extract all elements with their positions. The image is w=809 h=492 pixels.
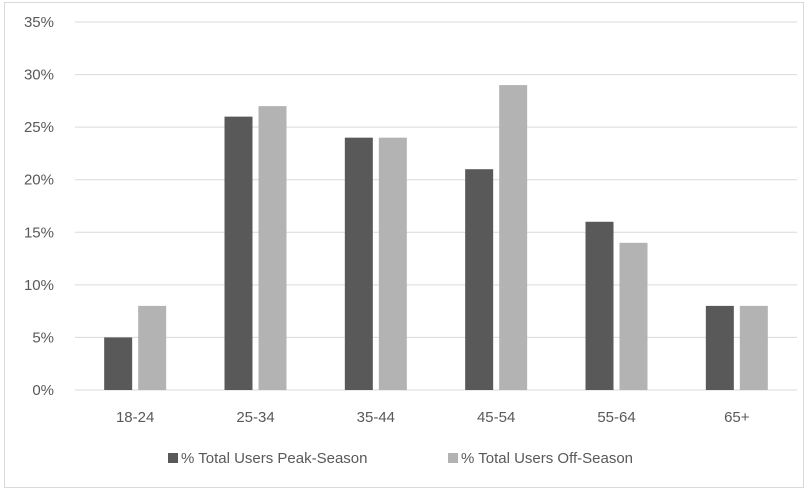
- bar-off-season-35-44: [378, 137, 407, 390]
- bar-off-season-55-64: [619, 242, 648, 390]
- y-tick-label: 20%: [24, 172, 54, 189]
- legend-label: % Total Users Off-Season: [461, 450, 633, 467]
- y-axis-tick-labels: 0% 5% 10% 15% 20% 25% 30% 35%: [24, 14, 54, 399]
- legend-item: % Total Users Off-Season: [448, 450, 633, 467]
- legend-swatch: [168, 453, 178, 463]
- y-tick-label: 15%: [24, 224, 54, 241]
- gridlines: [75, 21, 797, 391]
- x-tick-label: 65+: [724, 409, 750, 426]
- legend: % Total Users Peak-Season % Total Users O…: [168, 450, 633, 467]
- x-tick-label: 35-44: [357, 409, 395, 426]
- bar-off-season-25-34: [258, 106, 287, 390]
- legend-swatch: [448, 453, 458, 463]
- x-tick-label: 45-54: [477, 409, 515, 426]
- bar-peak-season-18-24: [104, 337, 133, 390]
- bar-peak-season-35-44: [344, 137, 373, 390]
- y-tick-label: 30%: [24, 67, 54, 84]
- legend-label: % Total Users Peak-Season: [181, 450, 367, 467]
- x-axis-tick-labels: 18-24 25-34 35-44 45-54 55-64 65+: [116, 409, 750, 426]
- bar-peak-season-25-34: [224, 116, 253, 390]
- bar-peak-season-45-54: [465, 169, 494, 390]
- bar-off-season-65+: [739, 305, 768, 390]
- x-tick-label: 18-24: [116, 409, 154, 426]
- y-tick-label: 35%: [24, 14, 54, 31]
- bar-off-season-18-24: [138, 305, 167, 390]
- bar-peak-season-65+: [705, 305, 734, 390]
- x-tick-label: 55-64: [597, 409, 635, 426]
- y-tick-label: 0%: [32, 382, 54, 399]
- legend-item: % Total Users Peak-Season: [168, 450, 367, 467]
- y-tick-label: 25%: [24, 119, 54, 136]
- bar-peak-season-55-64: [585, 221, 614, 390]
- y-tick-label: 10%: [24, 277, 54, 294]
- bar-off-season-45-54: [499, 85, 528, 390]
- x-tick-label: 25-34: [236, 409, 274, 426]
- y-tick-label: 5%: [32, 329, 54, 346]
- bars: [104, 85, 768, 390]
